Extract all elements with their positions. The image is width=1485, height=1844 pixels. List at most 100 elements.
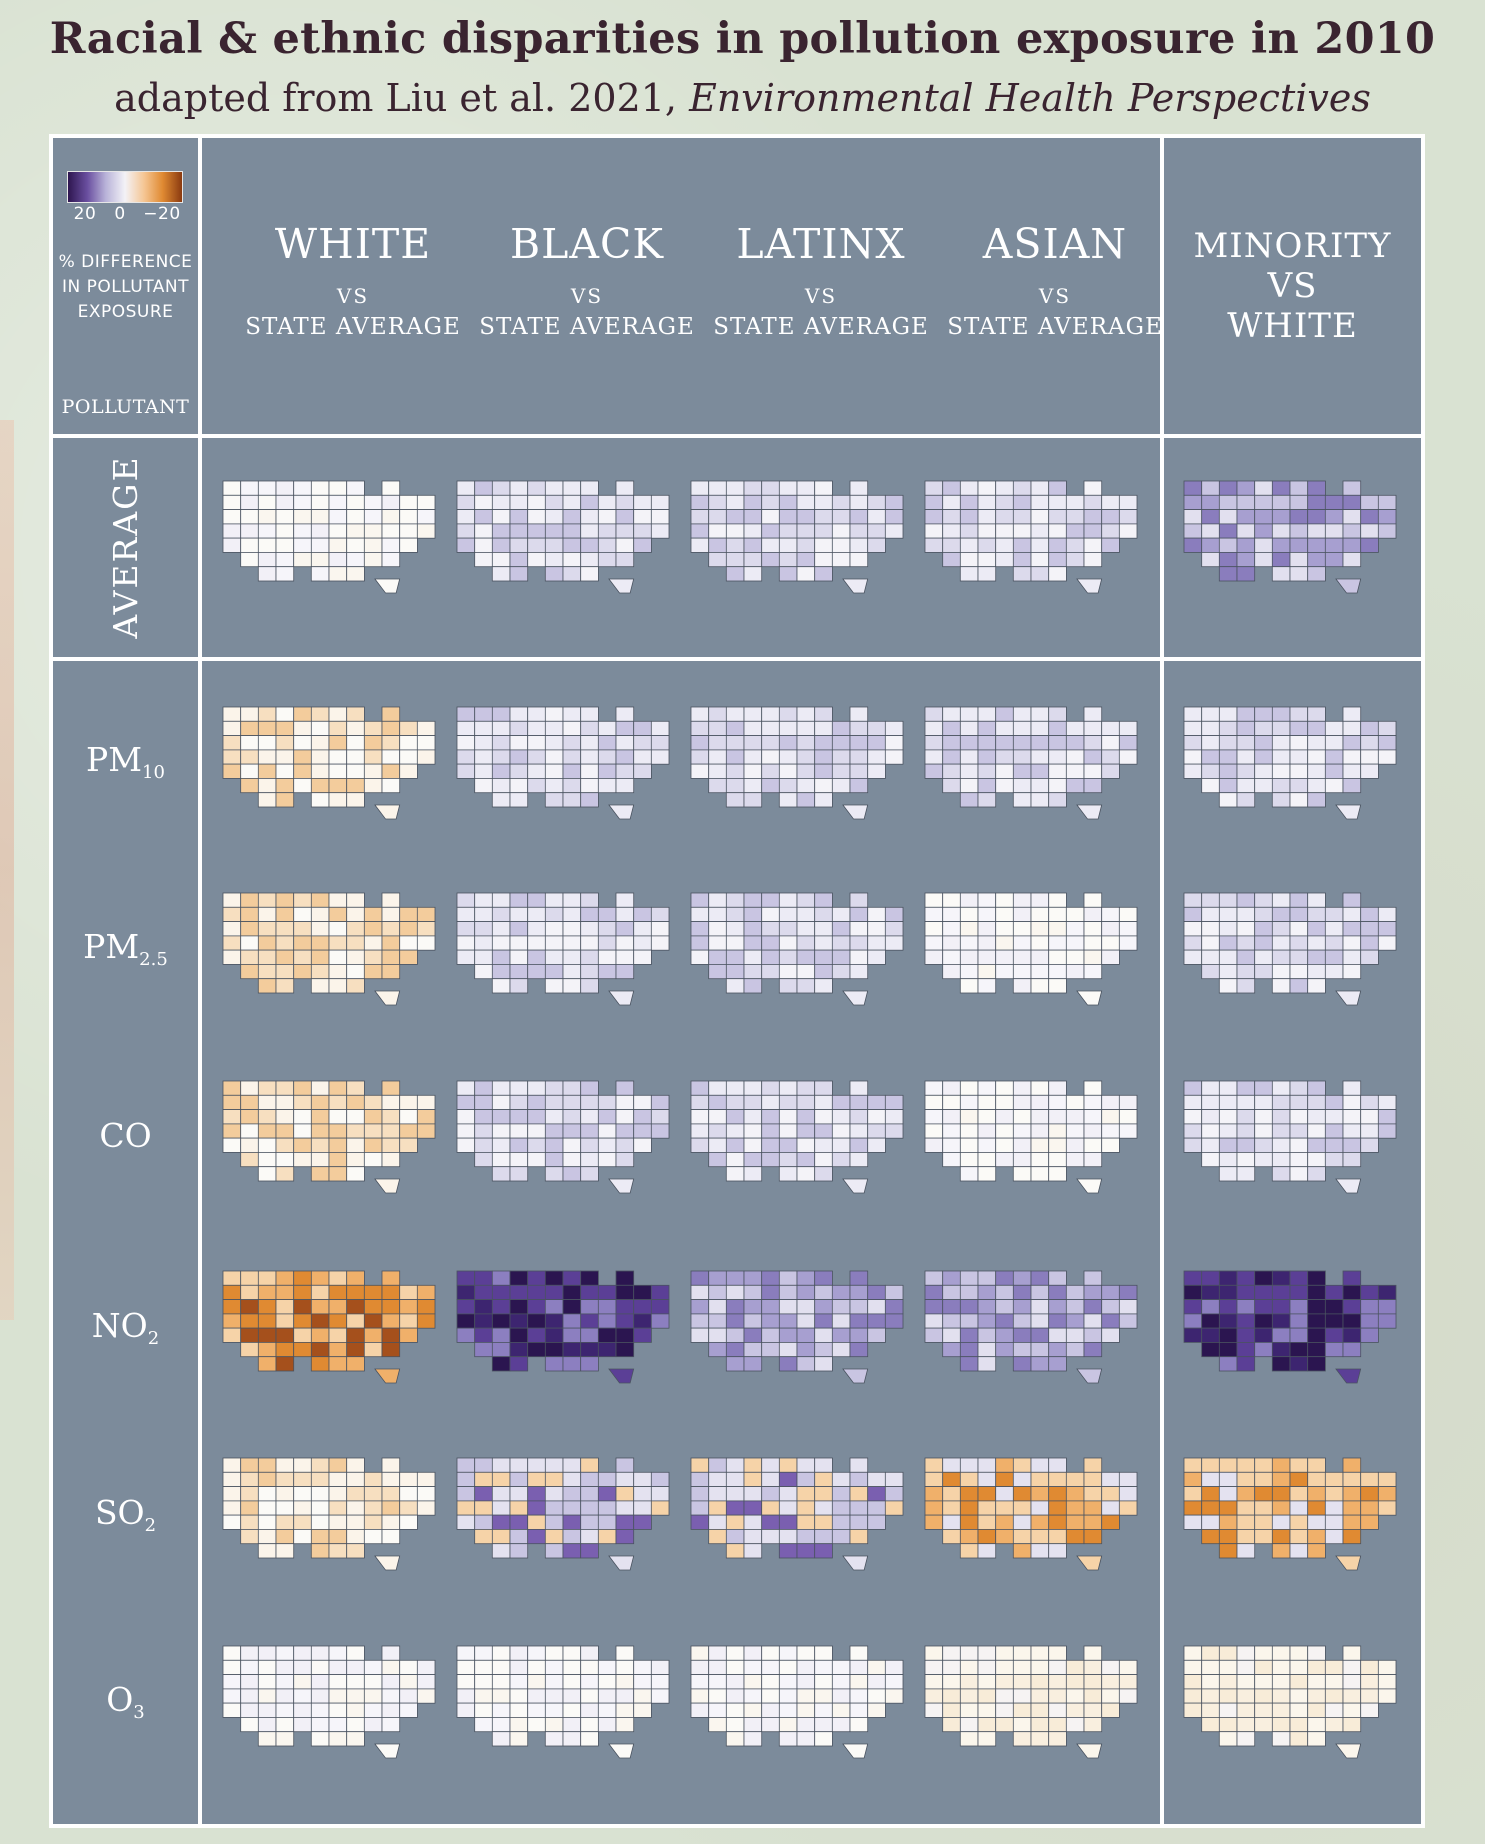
state-shape [1048, 906, 1067, 923]
state-shape [346, 1137, 365, 1153]
state-shape [1271, 978, 1291, 994]
state-shape [1048, 1137, 1067, 1153]
state-shape [1342, 778, 1362, 794]
state-shape [363, 749, 383, 765]
state-shape [1101, 763, 1120, 779]
state-shape [1236, 1284, 1256, 1301]
state-shape [399, 763, 418, 779]
state-shape [293, 1500, 312, 1516]
state-shape [363, 1123, 383, 1139]
state-shape [615, 1137, 635, 1153]
state-shape [650, 1123, 670, 1139]
state-shape [1307, 537, 1326, 553]
state-shape [959, 1166, 979, 1182]
state-shape [1012, 892, 1032, 908]
state-shape [1048, 1342, 1067, 1358]
state-shape [814, 749, 833, 765]
state-shape [240, 1457, 259, 1473]
state-shape [1030, 706, 1050, 722]
state-shape [1307, 566, 1326, 582]
state-shape [474, 1327, 493, 1343]
state-shape [778, 1123, 798, 1139]
state-shape [1236, 1731, 1256, 1747]
state-shape [743, 1514, 763, 1530]
state-shape [849, 1688, 869, 1704]
state-shape [615, 1342, 635, 1358]
state-shape [310, 921, 330, 937]
state-shape [1271, 1356, 1291, 1372]
state-shape [959, 1313, 979, 1329]
state-shape [1360, 906, 1379, 923]
state-shape [1342, 1645, 1362, 1661]
state-shape [942, 1486, 961, 1502]
state-shape [1118, 494, 1138, 511]
state-shape [416, 509, 436, 525]
state-shape [381, 1688, 401, 1704]
state-shape [527, 1702, 546, 1718]
state-shape [310, 1645, 330, 1661]
state-shape [1271, 749, 1291, 765]
state-shape [1048, 1166, 1067, 1182]
state-shape [959, 906, 979, 923]
state-shape [924, 706, 944, 722]
state-shape [1342, 706, 1362, 722]
state-shape [995, 935, 1014, 951]
state-shape [1342, 509, 1362, 525]
state-shape [381, 763, 401, 779]
state-shape [1012, 749, 1032, 765]
state-shape [831, 1342, 851, 1358]
state-shape [708, 1645, 727, 1661]
state-shape [778, 494, 798, 511]
state-shape [509, 1702, 529, 1718]
state-shape [597, 1152, 617, 1168]
state-shape [544, 1717, 564, 1733]
state-shape [995, 1313, 1014, 1329]
state-shape [310, 1688, 330, 1704]
state-shape [1324, 964, 1344, 980]
state-shape [1342, 1299, 1362, 1315]
state-shape [633, 509, 652, 525]
state-shape [1012, 1674, 1032, 1690]
state-shape [690, 1080, 710, 1096]
state-shape [527, 892, 546, 908]
state-shape [1289, 1514, 1309, 1530]
state-shape [842, 1743, 869, 1759]
state-shape [1201, 523, 1220, 539]
state-shape [240, 1688, 259, 1704]
state-shape [814, 1529, 833, 1545]
state-shape [778, 509, 798, 525]
state-shape [562, 1702, 582, 1718]
state-shape [1254, 720, 1273, 737]
state-shape [544, 1486, 564, 1502]
state-shape [580, 964, 599, 980]
state-shape [1307, 935, 1326, 951]
state-shape [959, 1080, 979, 1096]
state-shape [240, 964, 259, 980]
state-shape [222, 1284, 242, 1301]
state-shape [381, 1486, 401, 1502]
state-shape [1236, 1152, 1256, 1168]
state-shape [346, 749, 365, 765]
state-shape [959, 1284, 979, 1301]
state-shape [849, 720, 869, 737]
state-shape [1030, 1688, 1050, 1704]
state-shape [456, 706, 476, 722]
state-shape [1012, 537, 1032, 553]
state-shape [608, 1743, 635, 1759]
state-shape [650, 523, 670, 539]
state-shape [884, 1299, 904, 1315]
state-shape [924, 749, 944, 765]
pollutant-subscript: 10 [142, 762, 165, 783]
state-shape [1324, 1109, 1344, 1125]
us-map-so2-asian [924, 1457, 1138, 1571]
state-shape [778, 1270, 798, 1286]
state-shape [527, 1109, 546, 1125]
state-shape [1324, 949, 1344, 965]
row-label-o3: O3 [53, 1680, 198, 1723]
state-shape [1254, 1123, 1273, 1139]
state-shape [814, 509, 833, 525]
state-shape [884, 1674, 904, 1690]
state-shape [849, 1299, 869, 1315]
state-shape [831, 949, 851, 965]
state-shape [597, 735, 617, 751]
